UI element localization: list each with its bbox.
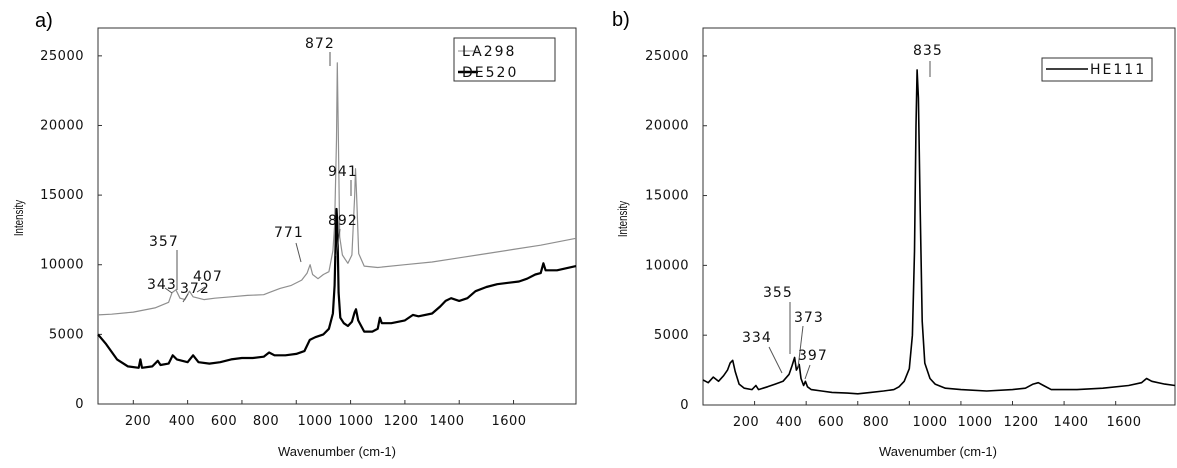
- y-tick-label: 20000: [40, 118, 84, 133]
- panel-b-y-axis-title: Intensity: [617, 201, 631, 238]
- peak-leader-892: [335, 228, 341, 257]
- y-tick-label: 10000: [645, 258, 689, 273]
- x-tick-label: 1000: [338, 414, 373, 429]
- x-tick-label: 400: [776, 415, 802, 430]
- x-tick-label: 200: [125, 414, 151, 429]
- x-tick-label: 200: [733, 415, 759, 430]
- peak-label-872: 872: [305, 36, 335, 52]
- peak-label-771: 771: [274, 225, 304, 241]
- y-tick-label: 0: [680, 398, 689, 413]
- peak-leader-343: [164, 287, 173, 294]
- panel-b-label: b): [612, 9, 630, 31]
- peak-leader-334: [768, 346, 783, 374]
- peak-label-941: 941: [328, 164, 358, 180]
- series-line-he111: [702, 69, 1176, 395]
- peak-label-407: 407: [193, 269, 223, 285]
- legend-label-de520: DE520: [462, 65, 518, 81]
- panel-a-plot-frame: [97, 27, 577, 405]
- x-tick-label: 1400: [1053, 415, 1088, 430]
- x-tick-label: 800: [253, 414, 279, 429]
- peak-leader-373: [797, 325, 804, 369]
- peak-leader-372: [182, 293, 189, 303]
- peak-label-343: 343: [147, 277, 177, 293]
- peak-leader-407: [196, 286, 206, 293]
- peak-label-357: 357: [149, 234, 179, 250]
- panel-b-annotations: 835 355 373 334 397: [742, 43, 943, 380]
- x-tick-label: 1000: [957, 415, 992, 430]
- x-tick-label: 800: [863, 415, 889, 430]
- x-tick-label: 1400: [429, 414, 464, 429]
- series-line-de520: [97, 207, 577, 369]
- x-tick-label: 1000: [297, 414, 332, 429]
- y-tick-label: 10000: [40, 258, 84, 273]
- panel-a-annotations: 872 941 771 892 357 343 372 407: [147, 36, 358, 303]
- peak-leader-771: [295, 242, 302, 263]
- x-tick-label: 600: [818, 415, 844, 430]
- x-tick-label: 1000: [912, 415, 947, 430]
- x-tick-label: 600: [211, 414, 237, 429]
- y-tick-label: 15000: [40, 188, 84, 203]
- peak-leader-397: [804, 364, 811, 380]
- panel-b-legend-box: [1041, 57, 1153, 82]
- y-tick-label: 25000: [645, 49, 689, 64]
- panel-a-legend-box: [453, 37, 556, 82]
- panel-a: a) 200 400 600 800 1000 1000 1200 1400 1600 0 500…: [13, 10, 577, 459]
- panel-b: b) 200 400 600 800 1000 1000 1200 1400 1600 0 500…: [612, 9, 1176, 459]
- legend-label-he111: HE111: [1090, 62, 1146, 78]
- x-tick-label: 1600: [1106, 415, 1141, 430]
- legend-label-la298: LA298: [462, 44, 516, 60]
- peak-label-397: 397: [798, 348, 828, 364]
- panel-a-label: a): [35, 10, 53, 32]
- panel-b-legend: HE111: [1041, 57, 1153, 82]
- peak-label-334: 334: [742, 330, 772, 346]
- y-tick-label: 5000: [49, 327, 84, 342]
- y-tick-label: 20000: [645, 119, 689, 134]
- panel-a-x-axis-title: Wavenumber (cm-1): [278, 444, 396, 459]
- x-tick-label: 400: [169, 414, 195, 429]
- x-tick-label: 1600: [491, 414, 526, 429]
- x-tick-label: 1200: [1003, 415, 1038, 430]
- y-tick-label: 5000: [654, 328, 689, 343]
- peak-label-835: 835: [913, 43, 943, 59]
- x-tick-label: 1200: [383, 414, 418, 429]
- peak-label-373: 373: [794, 310, 824, 326]
- peak-label-892: 892: [328, 213, 358, 229]
- panel-a-legend: LA298 DE520: [453, 37, 556, 82]
- y-tick-label: 0: [75, 397, 84, 412]
- panel-a-y-axis-title: Intensity: [13, 200, 27, 237]
- panel-b-plot-frame: [702, 27, 1176, 406]
- peak-label-355: 355: [763, 285, 793, 301]
- peak-label-372: 372: [180, 281, 210, 297]
- y-tick-label: 25000: [40, 49, 84, 64]
- y-tick-label: 15000: [645, 189, 689, 204]
- panel-b-x-axis-title: Wavenumber (cm-1): [879, 444, 997, 459]
